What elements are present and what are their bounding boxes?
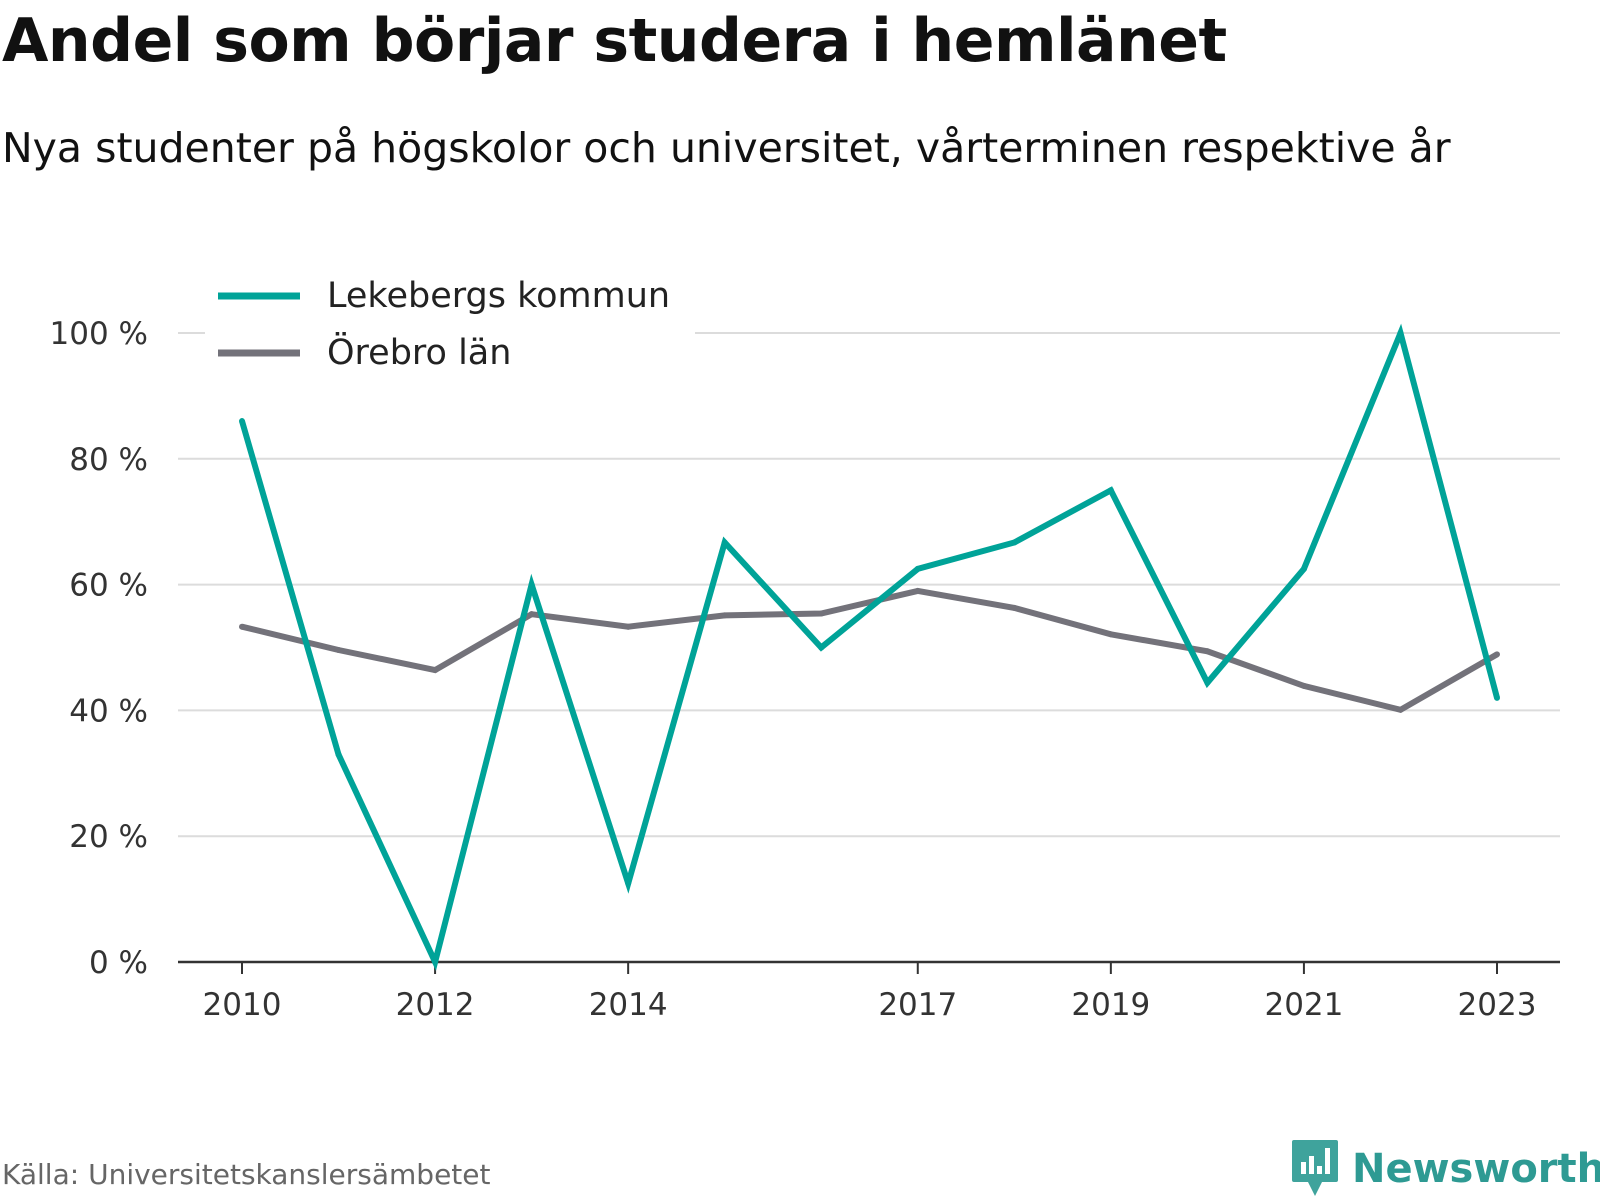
chart-subtitle: Nya studenter på högskolor och universit…	[2, 124, 1451, 172]
data-point	[625, 623, 632, 630]
data-point	[818, 644, 825, 651]
brand: Newsworthy	[1290, 1138, 1600, 1200]
legend: Lekebergs kommun Örebro län	[205, 262, 695, 382]
data-point	[1300, 682, 1307, 689]
x-tick-label: 2012	[396, 987, 475, 1023]
gridlines	[178, 332, 1560, 838]
data-point	[335, 647, 342, 654]
data-point	[818, 610, 825, 617]
brand-name: Newsworthy	[1352, 1146, 1600, 1192]
data-point	[1300, 565, 1307, 572]
source-note: Källa: Universitetskanslersämbetet	[2, 1158, 491, 1191]
data-point	[1107, 487, 1114, 494]
data-point	[1397, 330, 1404, 336]
data-point	[1011, 539, 1018, 546]
x-tick-label: 2019	[1071, 987, 1150, 1023]
series-line-lekebergs-kommun	[239, 323, 1500, 971]
x-axis: 2010 2012 2014 2017 2019 2021 2023	[178, 960, 1560, 1023]
chart-title: Andel som börjar studera i hemlänet	[2, 6, 1227, 76]
y-tick-label: 60 %	[69, 568, 148, 604]
x-tick-label: 2010	[203, 987, 282, 1023]
data-point	[528, 581, 535, 588]
data-point	[239, 418, 245, 425]
data-point	[528, 611, 535, 618]
x-tick-label: 2014	[589, 987, 668, 1023]
x-tick-label: 2023	[1458, 987, 1537, 1023]
y-tick-label: 40 %	[69, 693, 148, 729]
data-point	[721, 539, 728, 546]
data-point	[914, 565, 921, 572]
x-tick-label: 2021	[1264, 987, 1343, 1023]
data-point	[721, 612, 728, 619]
data-point	[1107, 631, 1114, 638]
data-point	[1204, 648, 1211, 655]
y-tick-label: 100 %	[50, 316, 148, 352]
y-tick-label: 20 %	[69, 819, 148, 855]
y-tick-label: 0 %	[89, 945, 148, 981]
data-point	[914, 587, 921, 594]
legend-background	[205, 262, 695, 382]
data-point	[335, 751, 342, 758]
data-point	[1204, 679, 1211, 686]
data-point	[1011, 604, 1018, 611]
x-tick-label: 2017	[878, 987, 957, 1023]
data-point	[432, 959, 439, 965]
data-point	[432, 667, 439, 674]
y-axis-labels: 0 % 20 % 40 % 60 % 80 % 100 %	[50, 316, 148, 981]
y-tick-label: 80 %	[69, 442, 148, 478]
newsworthy-logo-icon	[1292, 1140, 1338, 1196]
legend-label: Örebro län	[327, 331, 511, 373]
data-point	[625, 880, 632, 887]
series-lines	[239, 323, 1500, 971]
data-point	[1494, 651, 1500, 658]
data-point	[1397, 706, 1404, 713]
series-line-örebro-län	[241, 587, 1499, 714]
legend-label: Lekebergs kommun	[327, 276, 670, 316]
data-point	[239, 623, 245, 630]
data-point	[1494, 694, 1500, 701]
